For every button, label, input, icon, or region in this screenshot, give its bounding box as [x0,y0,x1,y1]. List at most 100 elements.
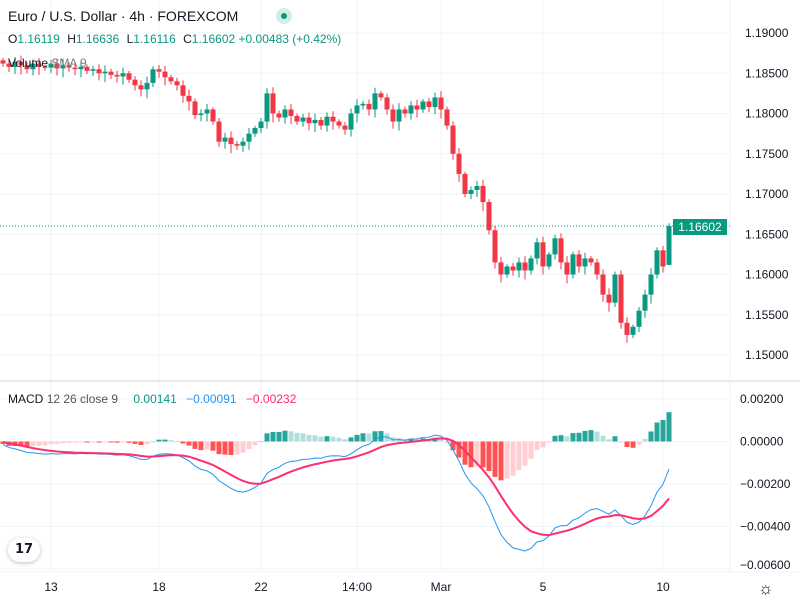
candle-body [288,109,294,116]
macd-histogram-bar [504,441,510,479]
macd-histogram-bar [318,436,324,442]
candle-body [270,93,276,114]
macd-histogram-bar [324,436,330,442]
candle-body [336,121,342,126]
macd-histogram-bar [372,431,378,442]
candle-body [504,266,510,275]
candle-body [474,185,480,190]
candle-body [342,125,348,130]
price-tick-label: 1.16500 [745,227,789,241]
macd-histogram-bar [450,441,456,451]
macd-histogram-bar [516,441,522,470]
macd-histogram-bar [192,441,198,449]
macd-histogram-bar [528,441,534,459]
candle-body [132,79,138,86]
candle-body [462,173,468,194]
candle-body [144,82,150,90]
macd-histogram-bar [642,438,648,442]
macd-histogram-bar [630,441,636,448]
candle-body [450,125,456,154]
change-value: +0.00483 (+0.42%) [238,32,342,46]
candle-body [612,274,618,303]
candle-body [354,105,360,114]
macd-histogram-bar [246,441,252,450]
candle-body [570,254,576,275]
macd-histogram-bar [462,441,468,465]
candle-body [588,258,594,263]
market-status-icon[interactable] [276,8,292,24]
candle-body [102,71,108,74]
macd-tick-label: 0.00000 [740,435,784,449]
candle-body [660,250,666,267]
candle-body [348,113,354,130]
symbol-title[interactable]: Euro / U.S. Dollar · 4h · FOREXCOM [8,8,239,24]
macd-histogram-bar [534,441,540,451]
candle-body [12,61,18,67]
settings-gear-icon[interactable]: ☼ [758,579,774,598]
macd-histogram-bar [204,441,210,450]
candle-body [384,97,390,110]
macd-histogram-bar [546,441,552,443]
macd-histogram-bar [54,441,60,445]
tradingview-logo[interactable]: 17 [8,538,40,562]
macd-histogram-bar [306,434,312,442]
open-value: 1.16119 [17,32,60,46]
candle-body [402,109,408,114]
macd-histogram-bar [162,439,168,442]
signal-line [2,437,670,537]
candle-body [222,137,228,142]
macd-histogram-bar [456,441,462,458]
candle-body [480,185,486,203]
candle-body [54,63,60,69]
candle-body [522,262,528,271]
macd-legend[interactable]: MACD 12 26 close 9 0.00141 −0.00091 −0.0… [8,392,296,406]
macd-histogram-bar [270,431,276,442]
low-label: L [126,32,134,46]
macd-histogram-bar [294,432,300,442]
candle-body [594,262,600,275]
candle-body [420,101,426,110]
close-value: 1.16602 [191,32,236,46]
price-tick-label: 1.15500 [745,308,789,322]
candle-body [540,242,546,267]
low-value: 1.16116 [133,32,176,46]
candle-body [48,63,54,68]
candle-body [186,95,192,102]
macd-histogram-bar [288,431,294,442]
macd-histogram-bar [468,441,474,468]
candle-body [168,77,174,82]
macd-histogram-bar [342,439,348,442]
candle-body [498,262,504,275]
macd-histogram-bar [330,436,336,442]
macd-histogram-bar [144,441,150,445]
macd-histogram-bar [360,433,366,442]
candle-body [564,262,570,275]
candle-body [174,81,180,86]
macd-histogram-bar [252,441,258,446]
candle-body [630,326,636,335]
macd-histogram-bar [84,441,90,443]
macd-histogram-bar [72,441,78,443]
macd-histogram-bar [282,430,288,442]
candle-body [192,101,198,116]
candle-body [282,109,288,118]
macd-histogram-bar [618,441,624,443]
candle-body [84,66,90,71]
macd-histogram-bar [24,441,30,448]
candle-body [204,109,210,114]
candle-body [486,202,492,231]
candle-body [456,153,462,174]
macd-histogram-bar [96,441,102,443]
macd-histogram-bar [582,430,588,442]
candle-body [432,97,438,108]
macd-histogram-bar [666,412,672,442]
macd-label: MACD [8,392,44,406]
macd-histogram-bar [276,431,282,442]
volume-label: Volume [8,56,49,70]
macd-tick-label: 0.00200 [740,392,784,406]
macd-histogram-bar [150,441,156,443]
candle-body [66,65,72,68]
volume-legend[interactable]: Volume SMA 9 [8,56,87,70]
candle-body [510,266,516,271]
